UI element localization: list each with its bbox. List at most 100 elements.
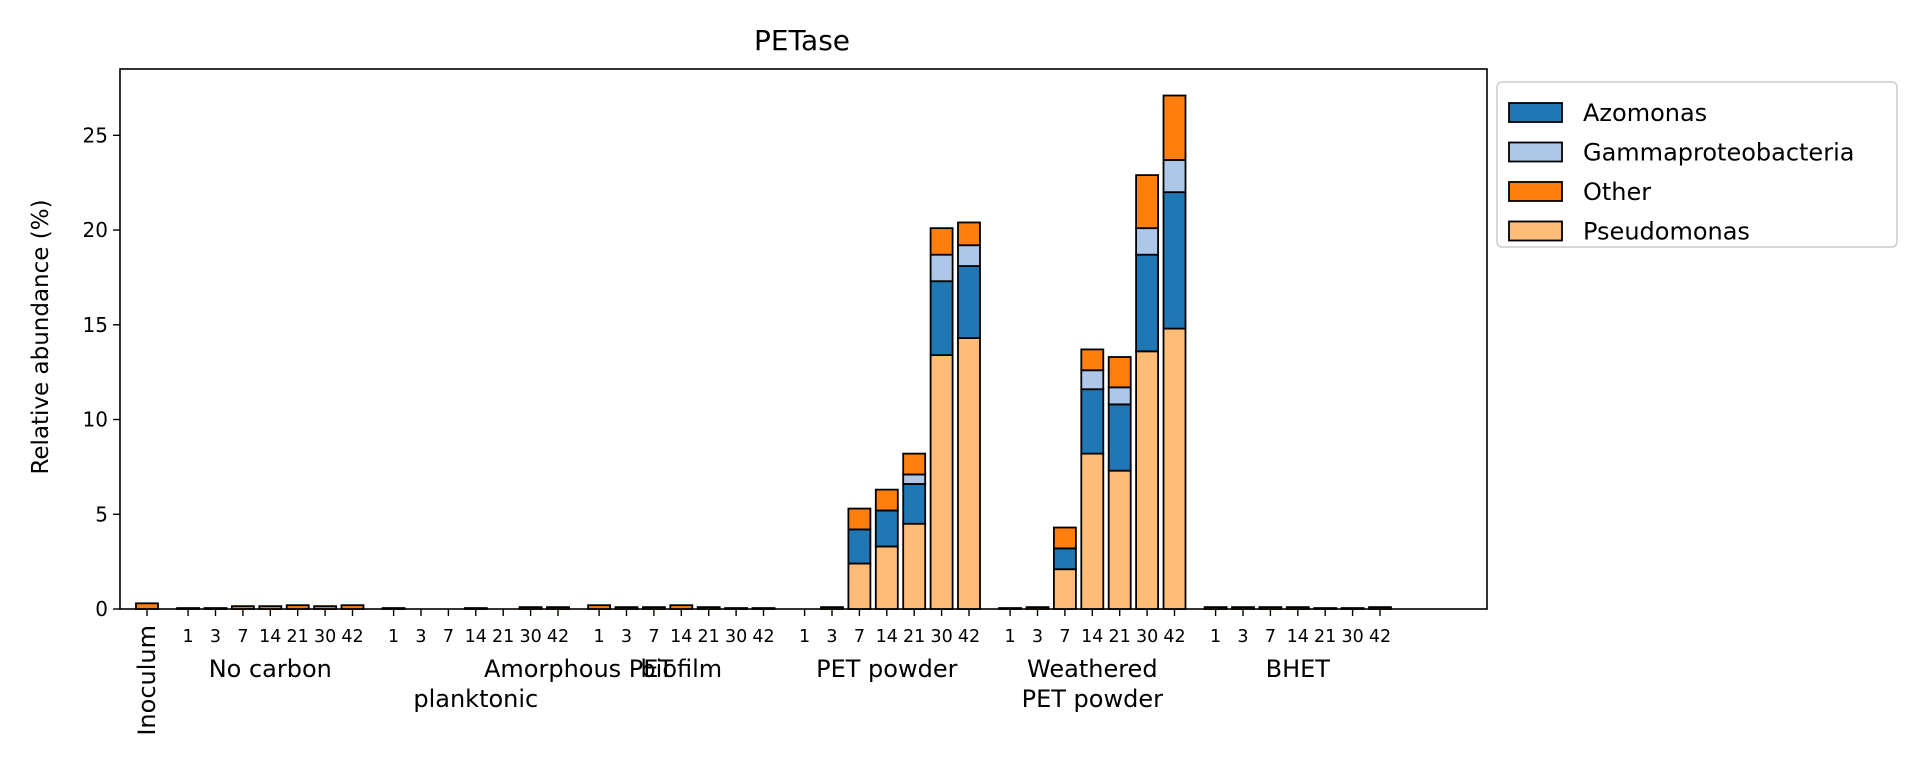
day-tick-label: 7 — [648, 627, 659, 647]
legend-box — [1496, 81, 1898, 248]
bar-segment-other — [1080, 348, 1105, 372]
bar-segment-gammaproteobacteria — [929, 253, 954, 283]
bar-segment-pseudomonas — [874, 545, 899, 610]
day-tick-label: 21 — [1314, 627, 1336, 647]
y-tick-label: 25 — [83, 123, 108, 147]
day-tick-label: 1 — [1210, 627, 1221, 647]
group-label: Inoculum — [133, 625, 161, 736]
bar-segment-gammaproteobacteria — [1162, 159, 1187, 194]
legend-label: Pseudomonas — [1583, 218, 1750, 246]
bar-segment-pseudomonas — [1053, 568, 1077, 610]
bar-segment-other — [929, 227, 954, 256]
bar-segment-other — [1285, 606, 1310, 610]
day-tick-label: 30 — [519, 627, 541, 647]
group-label: BHET — [1266, 655, 1331, 683]
bar-segment-gammaproteobacteria — [1107, 386, 1132, 406]
bar-segment-gammaproteobacteria — [1135, 227, 1159, 256]
day-tick-label: 14 — [259, 627, 281, 647]
bar-segment-other — [1053, 526, 1077, 550]
day-tick-label: 21 — [287, 627, 309, 647]
legend-swatch-other — [1508, 181, 1563, 202]
day-tick-label: 14 — [670, 627, 692, 647]
legend-label: Gammaproteobacteria — [1583, 139, 1854, 167]
bar-segment-other — [135, 602, 159, 610]
bar-segment-other — [1340, 607, 1365, 610]
bar-segment-azomonas — [1080, 388, 1105, 455]
day-tick-label: 1 — [799, 627, 810, 647]
day-tick-label: 14 — [1081, 627, 1103, 647]
day-tick-label: 3 — [1237, 627, 1248, 647]
bar-segment-other — [258, 605, 283, 610]
y-axis-title: Relative abundance (%) — [28, 199, 54, 474]
day-tick-label: 21 — [903, 627, 925, 647]
bar-segment-pseudomonas — [1135, 350, 1159, 610]
bar-segment-other — [587, 604, 611, 610]
day-tick-label: 42 — [1163, 627, 1185, 647]
y-tick-label: 0 — [95, 597, 108, 621]
bar-segment-other — [230, 605, 255, 610]
group-label: Weathered — [1027, 655, 1158, 683]
legend-swatch-pseudomonas — [1508, 220, 1563, 242]
bar-segment-other — [381, 607, 406, 610]
bar-segment-other — [1313, 607, 1338, 610]
bar-segment-other — [724, 607, 748, 610]
bar-segment-other — [751, 607, 776, 610]
day-tick-label: 21 — [492, 627, 514, 647]
group-label: PET powder — [816, 655, 957, 683]
day-tick-label: 42 — [341, 627, 363, 647]
day-tick-label: 3 — [621, 627, 632, 647]
bar-segment-other — [642, 606, 666, 610]
bar-segment-other — [203, 607, 228, 610]
bar-segment-pseudomonas — [1107, 469, 1132, 610]
day-tick-label: 3 — [210, 627, 221, 647]
bar-segment-other — [313, 605, 338, 610]
day-tick-label: 30 — [725, 627, 747, 647]
bar-segment-pseudomonas — [902, 522, 927, 610]
day-tick-label: 1 — [183, 627, 194, 647]
bar-segment-other — [820, 606, 844, 610]
bar-segment-azomonas — [902, 483, 927, 525]
chart-title: PETase — [754, 24, 850, 57]
bar-segment-other — [669, 604, 694, 610]
bar-segment-other — [874, 488, 899, 512]
bar-segment-other — [340, 604, 365, 610]
day-tick-label: 3 — [1032, 627, 1043, 647]
bar-segment-other — [1025, 606, 1050, 610]
bar-segment-other — [1368, 606, 1392, 610]
day-tick-label: 42 — [547, 627, 569, 647]
bar-segment-other — [902, 452, 927, 476]
day-tick-label: 30 — [930, 627, 952, 647]
bar-segment-other — [1162, 94, 1187, 161]
legend-swatch-azomonas — [1508, 102, 1563, 123]
legend-label: Azomonas — [1583, 99, 1707, 127]
bar-segment-other — [614, 606, 639, 610]
day-tick-label: 42 — [958, 627, 980, 647]
bar-segment-gammaproteobacteria — [957, 244, 981, 267]
legend-label: Other — [1583, 178, 1651, 206]
axes-frame — [119, 68, 1488, 610]
day-tick-label: 30 — [1136, 627, 1158, 647]
day-tick-label: 1 — [1005, 627, 1016, 647]
bar-segment-other — [1107, 356, 1132, 389]
bar-segment-pseudomonas — [1162, 327, 1187, 610]
bar-segment-other — [847, 507, 872, 531]
bar-segment-other — [1203, 606, 1228, 610]
bar-segment-other — [957, 221, 981, 247]
bar-segment-gammaproteobacteria — [902, 473, 927, 485]
bar-segment-azomonas — [1053, 547, 1077, 571]
day-tick-label: 3 — [826, 627, 837, 647]
bar-segment-azomonas — [1162, 191, 1187, 330]
bar-segment-azomonas — [1135, 253, 1159, 353]
bar-segment-azomonas — [929, 280, 954, 356]
day-tick-label: 14 — [876, 627, 898, 647]
y-tick-label: 20 — [83, 218, 108, 242]
group-label: biofilm — [640, 655, 722, 683]
day-tick-label: 7 — [237, 627, 248, 647]
day-tick-label: 7 — [443, 627, 454, 647]
day-tick-label: 7 — [854, 627, 865, 647]
day-tick-label: 14 — [465, 627, 487, 647]
group-label: planktonic — [413, 685, 538, 713]
day-tick-label: 3 — [415, 627, 426, 647]
bar-segment-other — [1135, 174, 1159, 230]
bar-segment-azomonas — [874, 509, 899, 548]
